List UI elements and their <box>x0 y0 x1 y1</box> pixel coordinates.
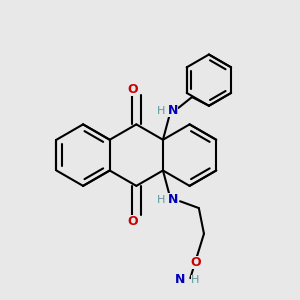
Text: N: N <box>168 104 178 117</box>
Text: N: N <box>175 273 185 286</box>
Text: H: H <box>157 106 165 116</box>
Text: H: H <box>157 194 165 205</box>
Text: O: O <box>190 256 201 268</box>
Text: H: H <box>191 275 200 285</box>
Text: O: O <box>127 82 137 95</box>
Text: O: O <box>127 215 137 228</box>
Text: N: N <box>168 193 178 206</box>
